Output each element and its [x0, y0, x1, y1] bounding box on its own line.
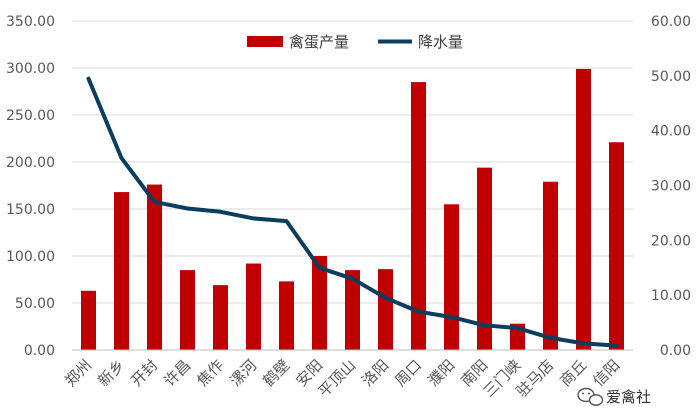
left-axis: 0.00 50.00 100.00 150.00 200.00 250.00 300.00 3…: [6, 14, 55, 359]
line-series: [86, 76, 619, 348]
left-tick-label: 250.00: [6, 108, 55, 124]
bar: [477, 167, 492, 350]
category-label: 开封: [127, 356, 161, 390]
bar: [246, 263, 261, 350]
category-label: 新乡: [94, 356, 128, 390]
watermark: 爱禽社: [577, 387, 651, 406]
bar: [543, 181, 558, 350]
bar: [576, 68, 591, 350]
right-tick-label: 20.00: [651, 233, 691, 249]
gridlines: [72, 20, 633, 351]
legend-swatch-bar: [247, 36, 283, 47]
right-tick-label: 50.00: [651, 69, 691, 85]
bar-series: [81, 68, 624, 350]
legend: 禽蛋产量 降水量: [247, 33, 463, 51]
bar: [279, 281, 294, 350]
right-tick-label: 60.00: [651, 14, 691, 30]
category-label: 焦作: [193, 356, 227, 390]
right-tick-label: 0.00: [660, 343, 691, 359]
right-tick-label: 40.00: [651, 124, 691, 140]
category-label: 周口: [391, 356, 425, 390]
category-label: 信阳: [589, 356, 623, 390]
left-tick-label: 200.00: [6, 155, 55, 171]
left-tick-label: 50.00: [15, 296, 55, 312]
category-label: 郑州: [61, 356, 95, 390]
legend-label-line: 降水量: [418, 33, 463, 51]
category-label: 漯河: [226, 356, 260, 390]
precipitation-line: [86, 76, 619, 348]
category-label: 商丘: [556, 356, 590, 390]
bar: [213, 285, 228, 350]
right-tick-label: 30.00: [651, 179, 691, 195]
bar: [378, 269, 393, 350]
right-tick-label: 10.00: [651, 288, 691, 304]
bar: [147, 184, 162, 350]
watermark-text: 爱禽社: [606, 388, 651, 406]
right-axis: 0.00 10.00 20.00 30.00 40.00 50.00 60.00: [651, 14, 691, 359]
bar: [312, 256, 327, 350]
category-label: 许昌: [160, 356, 194, 390]
bar: [114, 192, 129, 350]
category-label: 驻马店: [513, 356, 558, 401]
wechat-icon: [577, 387, 604, 406]
left-tick-label: 150.00: [6, 202, 55, 218]
bar: [345, 270, 360, 350]
left-tick-label: 350.00: [6, 14, 55, 30]
legend-label-bar: 禽蛋产量: [289, 33, 349, 51]
left-tick-label: 300.00: [6, 61, 55, 77]
category-label: 平顶山: [315, 356, 360, 401]
bar: [609, 142, 624, 350]
category-label: 濮阳: [424, 356, 458, 390]
left-tick-label: 0.00: [24, 343, 55, 359]
category-label: 鹤壁: [259, 356, 293, 390]
bar: [411, 82, 426, 350]
bar: [81, 290, 96, 350]
bar: [444, 204, 459, 350]
category-label: 洛阳: [358, 356, 392, 390]
bar: [180, 270, 195, 350]
left-tick-label: 100.00: [6, 249, 55, 265]
